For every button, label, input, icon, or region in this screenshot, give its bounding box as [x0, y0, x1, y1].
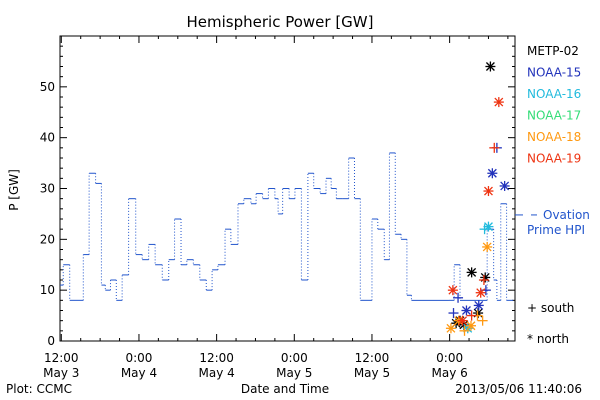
y-tick-label: 20: [40, 232, 55, 246]
data-point-noaa-18: [459, 325, 470, 336]
marker-star-d2: [494, 97, 504, 107]
x-tick-date: May 6: [431, 366, 467, 380]
y-tick-label: 40: [40, 131, 55, 145]
x-tick-time: 12:00: [44, 351, 79, 365]
legend-entry-noaa-15: NOAA-15: [527, 66, 581, 80]
data-point-noaa-19: [447, 285, 458, 296]
data-point-noaa-15: [461, 305, 472, 316]
marker-star-d2: [500, 181, 510, 191]
data-point-metp-02: [485, 61, 496, 72]
y-tick-label: 30: [40, 182, 55, 196]
data-point-noaa-18: [465, 320, 476, 331]
y-tick-label: 50: [40, 80, 55, 94]
data-point-noaa-18: [445, 323, 456, 334]
x-tick-time: 0:00: [125, 351, 152, 365]
chart-title: Hemispheric Power [GW]: [187, 13, 374, 31]
marker-star-d2: [458, 316, 468, 326]
marker-star-d2: [476, 288, 486, 298]
data-point-noaa-16: [483, 221, 494, 232]
data-point-noaa-18: [482, 241, 493, 252]
legend-entry-noaa-16: NOAA-16: [527, 87, 581, 101]
data-point-noaa-15: [473, 300, 484, 311]
legend-entry-noaa-18: NOAA-18: [527, 130, 581, 144]
marker-star-d2: [487, 168, 497, 178]
data-point-noaa-19: [478, 275, 489, 285]
ovation-label-line1: Ovation: [543, 208, 590, 222]
y-tick-label: 0: [47, 334, 55, 348]
legend-north-marker: * north: [527, 332, 569, 346]
data-point-noaa-15: [453, 292, 464, 303]
x-tick-time: 0:00: [436, 351, 463, 365]
data-point-noaa-15: [499, 180, 510, 191]
data-point-noaa-19: [457, 315, 468, 326]
data-point-noaa-19: [466, 310, 477, 321]
marker-star-d2: [446, 323, 456, 333]
x-tick-date: May 5: [354, 366, 390, 380]
legend-entry-noaa-17: NOAA-17: [527, 109, 581, 123]
data-point-noaa-18: [477, 315, 488, 326]
x-tick-time: 12:00: [355, 351, 390, 365]
legend-south-marker: + south: [527, 301, 574, 315]
marker-star-d2: [484, 222, 493, 232]
data-point-metp-02: [480, 272, 491, 283]
legend-entry-noaa-19: NOAA-19: [527, 152, 581, 166]
data-point-noaa-19: [489, 142, 500, 153]
x-tick-date: May 4: [198, 366, 234, 380]
x-tick-date: May 5: [276, 366, 312, 380]
marker-star-d2: [474, 300, 484, 310]
data-point-noaa-15: [448, 308, 459, 319]
data-point-metp-02: [466, 267, 477, 278]
marker-star-d2: [467, 267, 477, 277]
marker-star-d2: [461, 306, 471, 315]
ovation-label-line2: Prime HPI: [527, 223, 585, 237]
footer-right: 2013/05/06 11:40:06: [455, 382, 582, 396]
x-tick-time: 0:00: [281, 351, 308, 365]
x-axis-label: Date and Time: [241, 382, 329, 396]
marker-star-d2: [484, 186, 493, 196]
marker-star-d2: [482, 242, 492, 252]
marker-star-d2: [485, 62, 495, 71]
x-tick-date: May 4: [121, 366, 157, 380]
marker-star-d2: [466, 321, 476, 331]
data-point-noaa-19: [483, 186, 494, 197]
x-tick-date: May 3: [43, 366, 79, 380]
x-tick-time: 12:00: [199, 351, 234, 365]
y-tick-label: 10: [40, 283, 55, 297]
footer-left: Plot: CCMC: [6, 382, 72, 396]
legend-entry-metp-02: METP-02: [527, 44, 579, 58]
data-point-noaa-19: [475, 287, 486, 298]
data-point-noaa-19: [493, 97, 504, 108]
marker-star-d2: [448, 285, 458, 295]
y-axis-label: P [GW]: [7, 169, 21, 211]
data-point-noaa-15: [487, 168, 498, 179]
